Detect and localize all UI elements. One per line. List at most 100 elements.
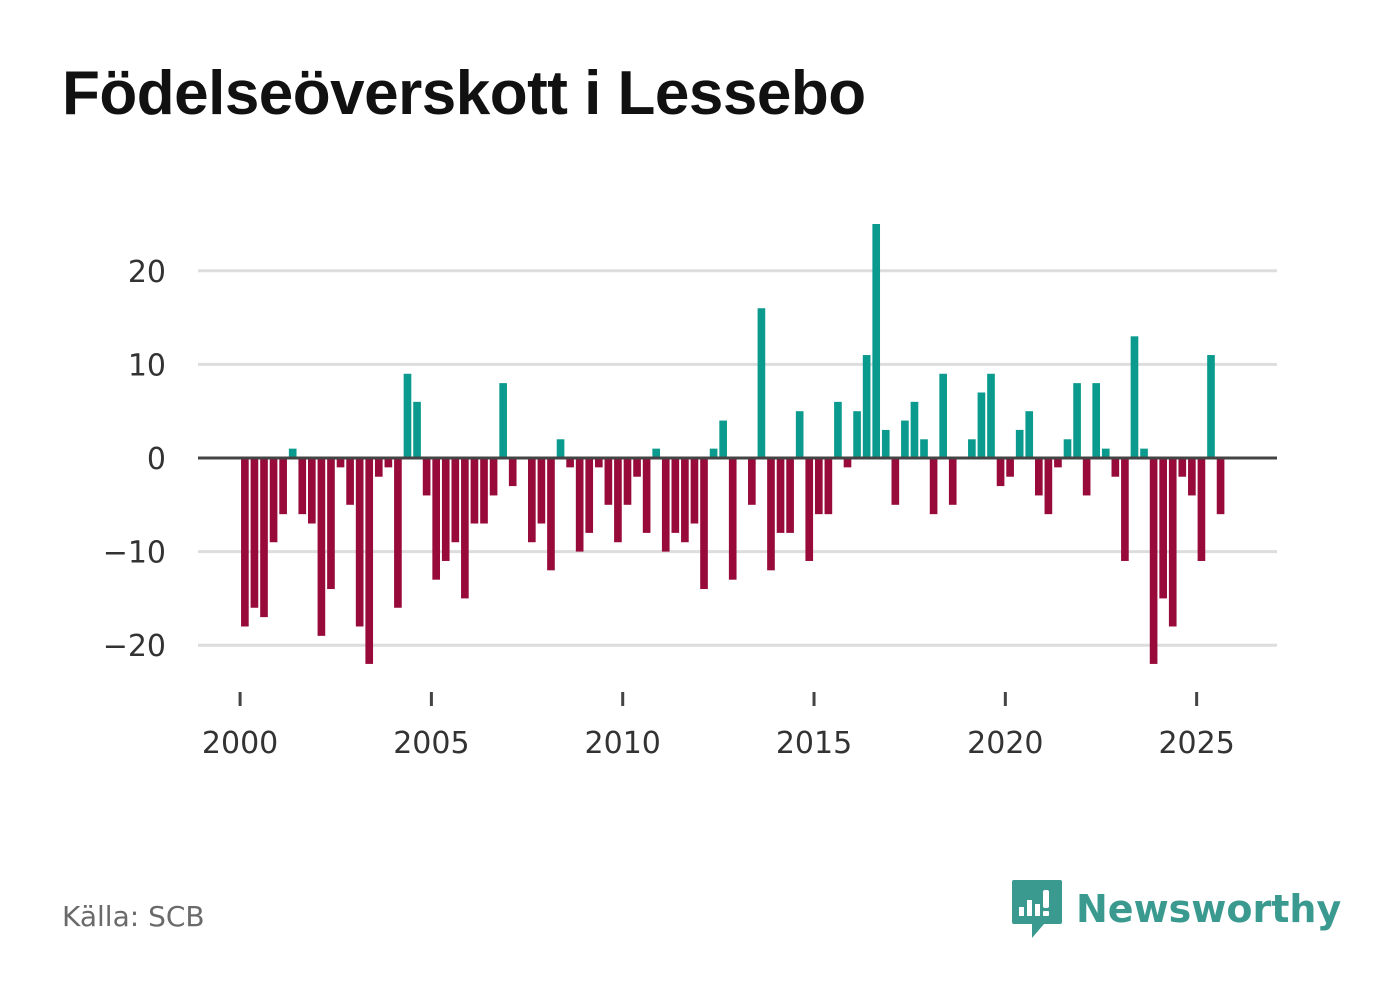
bar <box>298 458 307 515</box>
source-label: Källa: SCB <box>62 900 205 933</box>
bar <box>901 420 909 458</box>
bar <box>1197 458 1206 561</box>
bar <box>824 458 833 515</box>
bar <box>279 458 287 515</box>
bar <box>336 458 345 468</box>
bar <box>690 458 699 524</box>
bar <box>795 411 804 458</box>
bar <box>1121 458 1129 561</box>
bar <box>1063 439 1072 458</box>
bar <box>1073 383 1081 458</box>
bar <box>642 458 651 533</box>
bar <box>1188 458 1196 496</box>
bar <box>461 458 469 599</box>
bar <box>489 458 498 496</box>
bar <box>757 308 766 458</box>
y-tick-label: −10 <box>103 536 166 571</box>
bar <box>633 458 641 477</box>
bar <box>566 458 574 468</box>
bar <box>508 458 517 487</box>
chart-title: Födelseöverskott i Lessebo <box>62 59 866 128</box>
bar <box>241 458 249 627</box>
y-tick-label: 20 <box>128 255 166 290</box>
bar <box>1101 448 1110 458</box>
newsworthy-logo-text: Newsworthy <box>1076 887 1342 931</box>
bar <box>441 458 450 561</box>
bar <box>308 458 316 524</box>
bar <box>528 458 536 543</box>
x-tick-label: 2005 <box>393 726 469 761</box>
bar <box>881 429 890 458</box>
bar <box>1178 458 1187 477</box>
bar <box>575 458 584 552</box>
bar <box>384 458 393 468</box>
bar <box>987 373 995 458</box>
bar <box>805 458 814 561</box>
bar <box>451 458 460 543</box>
bar <box>891 458 900 505</box>
bar <box>614 458 622 543</box>
bar <box>432 458 441 580</box>
y-tick-label: 0 <box>147 442 166 477</box>
bar <box>977 392 986 458</box>
bar <box>623 458 632 505</box>
y-tick-label: 10 <box>128 348 166 383</box>
bar <box>394 458 402 608</box>
bar <box>413 401 421 458</box>
bar <box>709 448 718 458</box>
bar <box>260 458 268 618</box>
bar <box>537 458 546 524</box>
bar <box>661 458 670 552</box>
bar <box>948 458 957 505</box>
bar <box>1130 336 1139 458</box>
bar <box>1092 383 1101 458</box>
bar <box>681 458 689 543</box>
bar <box>556 439 565 458</box>
bar <box>1207 355 1215 458</box>
bar <box>317 458 326 636</box>
bar <box>853 411 861 458</box>
bar <box>776 458 785 533</box>
bar <box>422 458 431 496</box>
newsworthy-logo[interactable]: Newsworthy <box>1010 878 1341 940</box>
bar <box>365 458 374 664</box>
bar <box>1149 458 1158 664</box>
bar <box>604 458 613 505</box>
bar <box>594 458 603 468</box>
gridlines <box>198 269 1277 647</box>
bar <box>547 458 555 571</box>
bar <box>1111 458 1120 477</box>
bar <box>700 458 708 590</box>
bar <box>786 458 794 533</box>
x-tick-label: 2010 <box>585 726 661 761</box>
bar <box>719 420 727 458</box>
bar <box>1015 429 1024 458</box>
bar <box>250 458 259 608</box>
y-tick-label: −20 <box>103 629 166 664</box>
bar <box>374 458 383 477</box>
x-tick-label: 2020 <box>967 726 1043 761</box>
bar <box>920 439 928 458</box>
bar <box>288 448 297 458</box>
x-tick-label: 2025 <box>1158 726 1234 761</box>
bar <box>1054 458 1062 468</box>
newsworthy-logo-icon <box>1012 880 1062 938</box>
bar <box>814 458 823 515</box>
bars <box>241 224 1225 664</box>
bar <box>480 458 488 524</box>
bar <box>1006 458 1014 477</box>
bar <box>1044 458 1053 515</box>
bar <box>585 458 594 533</box>
x-tick-label: 2000 <box>202 726 278 761</box>
bar <box>939 373 947 458</box>
bar <box>929 458 938 515</box>
bar <box>346 458 354 505</box>
bar <box>269 458 278 543</box>
bar <box>996 458 1005 487</box>
bar <box>748 458 756 505</box>
bar <box>872 224 881 458</box>
bar <box>1159 458 1167 599</box>
bar <box>1082 458 1091 496</box>
